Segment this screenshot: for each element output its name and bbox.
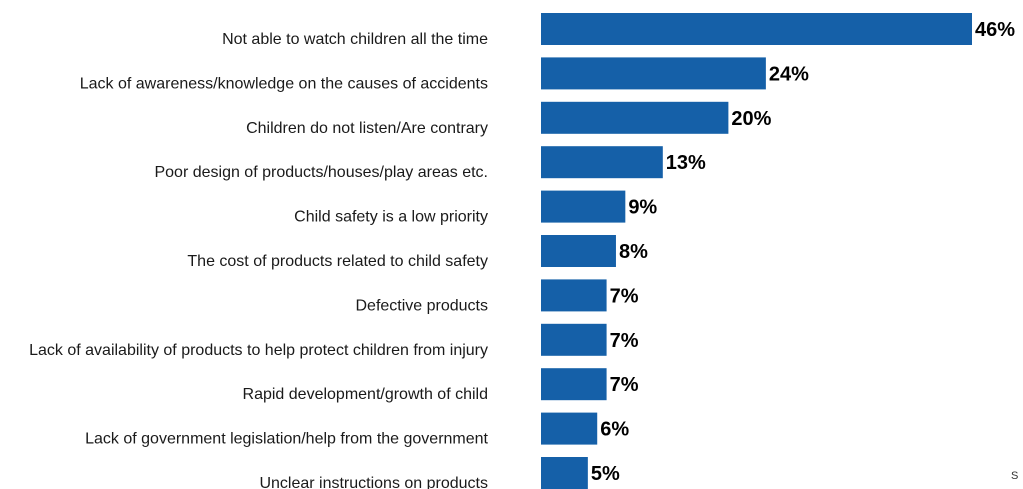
category-label: Lack of availability of products to help… [29, 342, 488, 359]
category-label: Children do not listen/Are contrary [246, 120, 488, 137]
value-label: 7% [610, 330, 639, 352]
value-label: 8% [619, 241, 648, 263]
value-label: 7% [610, 285, 639, 307]
category-label: The cost of products related to child sa… [187, 253, 488, 270]
category-label: Child safety is a low priority [294, 209, 488, 226]
bar [541, 13, 972, 45]
bar [541, 279, 607, 312]
value-label: 20% [731, 108, 771, 130]
bar [541, 412, 598, 445]
bar [541, 323, 607, 356]
bar [541, 190, 626, 223]
value-label: 5% [591, 463, 620, 485]
value-label: 6% [600, 419, 629, 441]
category-label: Lack of awareness/knowledge on the cause… [80, 75, 488, 92]
bar [541, 235, 616, 267]
value-label: 13% [666, 152, 706, 174]
bar [541, 101, 729, 134]
value-label: 24% [769, 63, 809, 85]
bar [541, 368, 607, 401]
bar [541, 457, 588, 489]
category-label: Not able to watch children all the time [222, 31, 488, 48]
category-label: Defective products [355, 297, 488, 314]
category-label: Lack of government legislation/help from… [85, 431, 488, 448]
value-label: 7% [610, 374, 639, 396]
value-label: 9% [628, 197, 657, 219]
value-label: 46% [975, 19, 1015, 41]
bar [541, 146, 663, 179]
corner-text: S [1011, 470, 1019, 482]
category-label: Poor design of products/houses/play area… [154, 164, 488, 181]
bar [541, 57, 766, 90]
category-label: Unclear instructions on products [259, 475, 488, 489]
category-label: Rapid development/growth of child [243, 386, 488, 403]
